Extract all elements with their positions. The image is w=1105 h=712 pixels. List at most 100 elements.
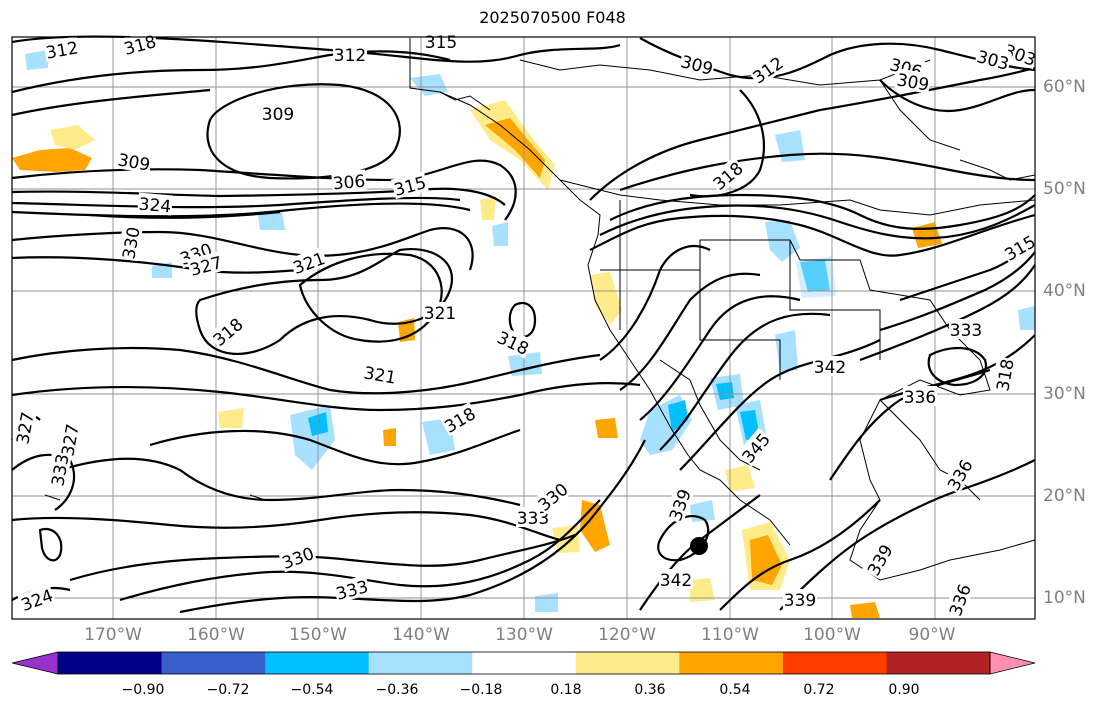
contour-label: 336 (946, 582, 976, 619)
yellow-shade (383, 428, 396, 446)
contour-label: 330 (280, 544, 317, 574)
contour-label-background (974, 44, 1013, 74)
contour-label: 312 (750, 53, 788, 88)
contour-label: 336 (944, 456, 978, 494)
blue-shade (765, 220, 800, 262)
contour-label: 309 (895, 70, 930, 95)
lon-label: 160°W (187, 625, 245, 645)
contour-label-background (46, 451, 72, 489)
contour-label-background (332, 574, 371, 604)
lon-label: 90°W (908, 625, 956, 645)
contour-label-background (115, 148, 153, 174)
contour-label: 321 (424, 304, 456, 324)
blue-shade (492, 222, 508, 246)
lat-label: 10°N (1043, 588, 1086, 608)
map-frame (11, 36, 1036, 620)
shaded-regions (12, 50, 1035, 618)
contour-label-background (678, 49, 717, 79)
lat-label: 40°N (1043, 281, 1086, 301)
contour-label: 309 (678, 52, 715, 80)
contour-label-background (813, 356, 847, 376)
yellow-shade (690, 578, 715, 602)
contour-label: 339 (864, 541, 898, 579)
contour-label: 321 (291, 249, 328, 279)
colorbar-tick: 0.54 (719, 682, 751, 698)
contour-label-background (43, 36, 81, 62)
contour-label: 321 (362, 363, 397, 388)
colorbar-tick: −0.18 (459, 682, 503, 698)
colorbar-segment (886, 652, 991, 674)
contour-label-background (532, 477, 572, 515)
contour-label: 306 (332, 172, 366, 195)
contour-label: 324 (19, 586, 56, 616)
colorbar-segment (58, 652, 163, 674)
contour-label: 333 (950, 321, 982, 341)
colorbar-segment (368, 652, 473, 674)
contour-label-background (903, 386, 937, 406)
contour-label-background (999, 229, 1040, 265)
contour-label: 327 (58, 422, 83, 457)
contour-label-background (747, 51, 788, 88)
yellow-shade (725, 465, 755, 492)
contour-label-background (11, 409, 37, 447)
contour-label: 336 (904, 388, 936, 408)
lat-label: 60°N (1043, 77, 1086, 97)
lon-label: 100°W (803, 625, 861, 645)
contour-label-background (261, 103, 295, 123)
yellow-shade (218, 408, 244, 428)
colorbar-tick: 0.36 (634, 682, 666, 698)
contour-label: 333 (48, 452, 73, 487)
contour-label-background (56, 421, 82, 459)
contour-label: 330 (119, 225, 144, 260)
contour-label: 327 (13, 410, 38, 445)
contour-label-background (991, 356, 1017, 394)
yellow-shade (912, 222, 942, 248)
colorbar-segment (472, 652, 577, 674)
colorbar-tick: −0.72 (206, 682, 250, 698)
lat-label: 20°N (1043, 486, 1086, 506)
colorbar-tick: 0.72 (803, 682, 835, 698)
yellow-shade (50, 125, 95, 150)
contour-label-background (941, 454, 977, 495)
lon-label: 110°W (701, 625, 759, 645)
lat-label: 30°N (1043, 384, 1086, 404)
contour-label-background (516, 507, 550, 527)
contour-label-background (289, 246, 329, 278)
blue-shade (410, 74, 448, 96)
contour-label-background (659, 569, 693, 589)
contour-label-background (278, 541, 318, 573)
contour-label-background (117, 224, 143, 262)
lat-lon-grid (12, 37, 1035, 619)
contour-label: 342 (660, 571, 692, 591)
yellow-shade (595, 418, 618, 438)
lat-label: 50°N (1043, 179, 1086, 199)
lon-label: 150°W (289, 625, 347, 645)
colorbar-tick: −0.54 (290, 682, 334, 698)
contour-label-background (137, 192, 173, 216)
colorbar-tick: 0.18 (550, 682, 582, 698)
coastlines (44, 38, 1036, 581)
orange-shade (485, 118, 545, 178)
blue-shade (775, 330, 798, 372)
contour-label: 339 (784, 591, 816, 611)
blue-shade (668, 400, 688, 432)
contour-label-background (663, 485, 695, 525)
contour-label-background (207, 312, 247, 350)
contour-label-background (176, 237, 216, 269)
colorbar (11, 651, 1036, 675)
colorbar-segment (265, 652, 370, 674)
colorbar-extend-max (989, 651, 1036, 675)
blue-shade (535, 593, 558, 612)
orange-shade (750, 535, 782, 585)
contour-label: 339 (666, 487, 696, 524)
contour-label: 315 (392, 173, 429, 201)
contour-label-background (439, 401, 480, 437)
colorbar-tick: −0.90 (121, 682, 165, 698)
blue-shade (25, 50, 48, 70)
colorbar-segment (575, 652, 680, 674)
contour-label: 315 (425, 33, 457, 53)
yellow-shade (480, 196, 496, 220)
blue-shade (258, 212, 285, 230)
contour-label-background (783, 589, 817, 609)
